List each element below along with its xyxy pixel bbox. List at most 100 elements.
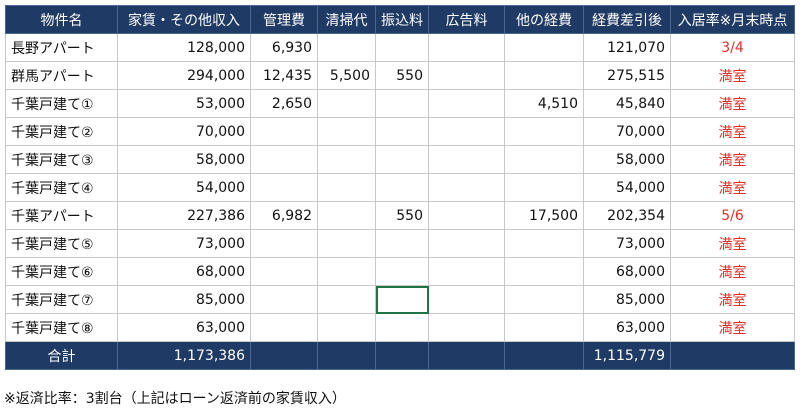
property-name-cell[interactable]: 千葉戸建て③ (5, 145, 118, 174)
property-name-cell[interactable]: 千葉戸建て⑤ (5, 229, 118, 258)
occupancy-cell[interactable]: 満室 (670, 173, 795, 202)
rent-cell[interactable]: 73,000 (117, 229, 251, 258)
other-expenses-cell[interactable] (504, 117, 584, 146)
property-name-cell[interactable]: 千葉戸建て⑦ (5, 285, 118, 314)
property-name-cell[interactable]: 千葉戸建て② (5, 117, 118, 146)
advertising-fee-cell[interactable] (428, 229, 505, 258)
header-other-expenses[interactable]: 他の経費 (504, 5, 584, 34)
advertising-fee-cell[interactable] (428, 61, 505, 90)
other-expenses-cell[interactable] (504, 145, 584, 174)
header-property-name[interactable]: 物件名 (5, 5, 118, 34)
management-fee-cell[interactable]: 6,930 (250, 33, 318, 62)
transfer-fee-cell[interactable] (375, 89, 429, 118)
cleaning-fee-cell[interactable] (317, 89, 376, 118)
rent-cell[interactable]: 227,386 (117, 201, 251, 230)
advertising-fee-cell[interactable] (428, 201, 505, 230)
transfer-fee-cell[interactable] (375, 145, 429, 174)
total-rent-cell[interactable]: 1,173,386 (117, 341, 251, 370)
occupancy-cell[interactable]: 満室 (670, 89, 795, 118)
cleaning-fee-cell[interactable] (317, 117, 376, 146)
occupancy-cell[interactable]: 満室 (670, 61, 795, 90)
net-income-cell[interactable]: 85,000 (583, 285, 671, 314)
management-fee-cell[interactable] (250, 173, 318, 202)
cleaning-fee-cell[interactable] (317, 257, 376, 286)
occupancy-cell[interactable]: 満室 (670, 117, 795, 146)
property-name-cell[interactable]: 千葉アパート (5, 201, 118, 230)
management-fee-cell[interactable] (250, 257, 318, 286)
management-fee-cell[interactable] (250, 285, 318, 314)
header-occupancy[interactable]: 入居率※月末時点 (670, 5, 795, 34)
rent-cell[interactable]: 70,000 (117, 117, 251, 146)
occupancy-cell[interactable]: 満室 (670, 257, 795, 286)
transfer-fee-cell[interactable] (375, 229, 429, 258)
total-label-cell[interactable]: 合計 (5, 341, 118, 370)
rent-cell[interactable]: 58,000 (117, 145, 251, 174)
rent-cell[interactable]: 53,000 (117, 89, 251, 118)
management-fee-cell[interactable] (250, 229, 318, 258)
property-name-cell[interactable]: 千葉戸建て① (5, 89, 118, 118)
advertising-fee-cell[interactable] (428, 285, 505, 314)
total-cleaning-cell[interactable] (317, 341, 376, 370)
rent-cell[interactable]: 68,000 (117, 257, 251, 286)
net-income-cell[interactable]: 45,840 (583, 89, 671, 118)
other-expenses-cell[interactable] (504, 257, 584, 286)
net-income-cell[interactable]: 70,000 (583, 117, 671, 146)
transfer-fee-cell[interactable] (375, 33, 429, 62)
cleaning-fee-cell[interactable] (317, 201, 376, 230)
total-net-cell[interactable]: 1,115,779 (583, 341, 671, 370)
net-income-cell[interactable]: 63,000 (583, 313, 671, 342)
header-rent-income[interactable]: 家賃・その他収入 (117, 5, 251, 34)
other-expenses-cell[interactable] (504, 229, 584, 258)
transfer-fee-cell[interactable] (375, 117, 429, 146)
total-other-cell[interactable] (504, 341, 584, 370)
rent-cell[interactable]: 63,000 (117, 313, 251, 342)
advertising-fee-cell[interactable] (428, 33, 505, 62)
management-fee-cell[interactable] (250, 145, 318, 174)
transfer-fee-cell[interactable] (375, 313, 429, 342)
occupancy-cell[interactable]: 満室 (670, 229, 795, 258)
management-fee-cell[interactable]: 2,650 (250, 89, 318, 118)
cleaning-fee-cell[interactable] (317, 229, 376, 258)
net-income-cell[interactable]: 275,515 (583, 61, 671, 90)
transfer-fee-cell[interactable] (375, 173, 429, 202)
management-fee-cell[interactable]: 6,982 (250, 201, 318, 230)
property-name-cell[interactable]: 群馬アパート (5, 61, 118, 90)
net-income-cell[interactable]: 73,000 (583, 229, 671, 258)
other-expenses-cell[interactable] (504, 173, 584, 202)
header-transfer-fee[interactable]: 振込料 (375, 5, 429, 34)
advertising-fee-cell[interactable] (428, 173, 505, 202)
header-net-income[interactable]: 経費差引後 (583, 5, 671, 34)
other-expenses-cell[interactable] (504, 33, 584, 62)
other-expenses-cell[interactable] (504, 313, 584, 342)
total-ad-cell[interactable] (428, 341, 505, 370)
transfer-fee-cell[interactable] (375, 257, 429, 286)
header-management-fee[interactable]: 管理費 (250, 5, 318, 34)
property-name-cell[interactable]: 千葉戸建て④ (5, 173, 118, 202)
net-income-cell[interactable]: 121,070 (583, 33, 671, 62)
cleaning-fee-cell[interactable] (317, 313, 376, 342)
occupancy-cell[interactable]: 満室 (670, 285, 795, 314)
property-name-cell[interactable]: 千葉戸建て⑧ (5, 313, 118, 342)
advertising-fee-cell[interactable] (428, 145, 505, 174)
other-expenses-cell[interactable]: 4,510 (504, 89, 584, 118)
header-advertising-fee[interactable]: 広告料 (428, 5, 505, 34)
other-expenses-cell[interactable] (504, 285, 584, 314)
cleaning-fee-cell[interactable]: 5,500 (317, 61, 376, 90)
total-mgmt-cell[interactable] (250, 341, 318, 370)
advertising-fee-cell[interactable] (428, 257, 505, 286)
other-expenses-cell[interactable]: 17,500 (504, 201, 584, 230)
selected-cell[interactable] (375, 285, 429, 314)
total-occupancy-cell[interactable] (670, 341, 795, 370)
management-fee-cell[interactable] (250, 313, 318, 342)
total-transfer-cell[interactable] (375, 341, 429, 370)
transfer-fee-cell[interactable]: 550 (375, 61, 429, 90)
cleaning-fee-cell[interactable] (317, 285, 376, 314)
advertising-fee-cell[interactable] (428, 89, 505, 118)
property-name-cell[interactable]: 長野アパート (5, 33, 118, 62)
management-fee-cell[interactable] (250, 117, 318, 146)
net-income-cell[interactable]: 202,354 (583, 201, 671, 230)
net-income-cell[interactable]: 54,000 (583, 173, 671, 202)
rent-cell[interactable]: 128,000 (117, 33, 251, 62)
management-fee-cell[interactable]: 12,435 (250, 61, 318, 90)
rent-cell[interactable]: 294,000 (117, 61, 251, 90)
